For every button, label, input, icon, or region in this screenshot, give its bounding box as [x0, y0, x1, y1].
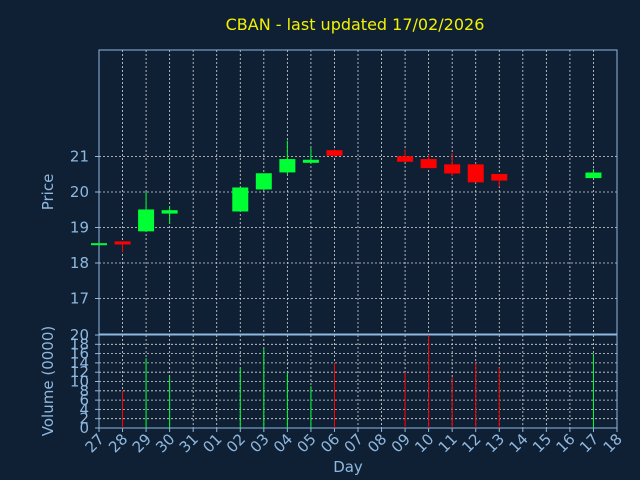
candle-body-10: [420, 159, 437, 169]
volume-tick-label-20: 20: [70, 326, 89, 344]
candle-body-04: [279, 159, 296, 173]
candle-body-13: [491, 173, 508, 181]
candle-body-11: [444, 164, 461, 174]
x-axis: 2728293031010203040506070809101112131415…: [82, 428, 626, 456]
candle-body-02: [232, 187, 249, 212]
x-axis-label: Day: [333, 458, 363, 476]
volume-tick-label-10: 10: [70, 373, 89, 391]
candle-body-12: [467, 164, 484, 183]
volume-tick-label-14: 14: [70, 354, 89, 372]
volume-tick-label-18: 18: [70, 335, 89, 353]
candle-body-03: [255, 173, 272, 190]
volume-tick-label-0: 0: [79, 419, 89, 437]
volume-tick-label-8: 8: [79, 382, 89, 400]
price-panel: 17 18 19 20 21: [70, 49, 618, 335]
candle-body-30: [161, 210, 178, 214]
candle-body-17: [585, 172, 602, 179]
candle-body-29: [138, 209, 155, 232]
candle-body-28: [114, 241, 131, 245]
price-tick-label-21: 21: [70, 148, 89, 166]
candle-body-06: [326, 150, 343, 156]
price-tick-label-17: 17: [70, 290, 89, 308]
volume-tick-label-12: 12: [70, 363, 89, 381]
candle-body-05: [302, 159, 319, 163]
price-tick-label-19: 19: [70, 219, 89, 237]
volume-tick-label-4: 4: [79, 400, 89, 418]
candle-body-09: [397, 156, 414, 162]
volume-tick-label-16: 16: [70, 345, 89, 363]
candle-body-27: [91, 243, 107, 246]
volume-tick-label-6: 6: [79, 391, 89, 409]
price-axis-label: Price: [39, 174, 57, 211]
chart-title: CBAN - last updated 17/02/2026: [226, 15, 485, 34]
price-tick-label-20: 20: [70, 183, 89, 201]
volume-axis-label: Volume (0000): [39, 326, 57, 436]
volume-tick-label-2: 2: [79, 410, 89, 428]
price-panel-border: [98, 49, 618, 335]
price-tick-label-18: 18: [70, 254, 89, 272]
